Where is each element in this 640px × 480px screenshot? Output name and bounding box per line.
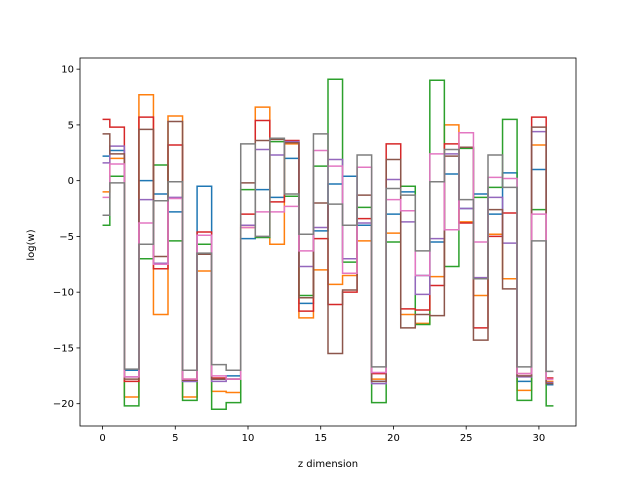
- y-tick-label: −10: [53, 288, 74, 299]
- series-layer: [102, 78, 554, 411]
- y-tick-label: 0: [68, 176, 74, 187]
- x-tick-label: 30: [533, 433, 546, 444]
- y-axis-title: log(w): [26, 229, 37, 260]
- y-tick-label: −5: [59, 232, 74, 243]
- y-tick-label: −15: [53, 343, 74, 354]
- x-tick-label: 20: [387, 433, 400, 444]
- axes-layer: 0 5 10 15 20 25 30 −20 −15 −10 −5 0 5 10: [53, 57, 577, 444]
- y-tick-label: 10: [61, 65, 74, 76]
- x-axis-title: z dimension: [298, 459, 358, 470]
- x-tick-label: 0: [99, 433, 105, 444]
- x-tick-label: 10: [242, 433, 255, 444]
- y-tick-label: −20: [53, 399, 74, 410]
- axes-frame: [79, 57, 577, 427]
- x-tick-label: 5: [172, 433, 178, 444]
- series-line-3: [102, 78, 554, 411]
- y-tick-label: 5: [68, 120, 74, 131]
- x-tick-label: 25: [460, 433, 473, 444]
- series-line-8: [102, 133, 554, 373]
- x-tick-label: 15: [314, 433, 327, 444]
- series-line-6: [102, 120, 554, 385]
